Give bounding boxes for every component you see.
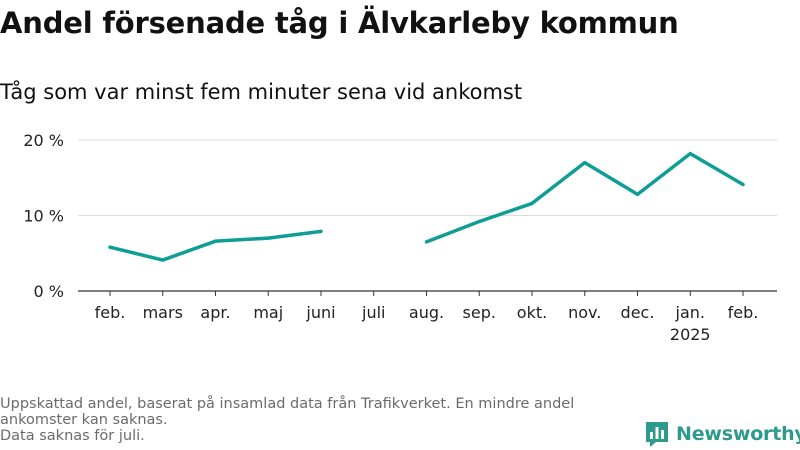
x-tick-label: mars bbox=[143, 303, 183, 322]
y-tick-label: 10 % bbox=[23, 207, 64, 226]
x-tick-label: feb. bbox=[95, 303, 126, 322]
brand-logo: Newsworthy bbox=[644, 420, 800, 448]
series-lines bbox=[108, 151, 745, 262]
data-point bbox=[477, 220, 481, 224]
data-point bbox=[741, 183, 745, 187]
chart-subtitle: Tåg som var minst fem minuter sena vid a… bbox=[0, 80, 523, 104]
data-point bbox=[319, 229, 323, 233]
x-tick-label: maj bbox=[253, 303, 283, 322]
x-tick-label: sep. bbox=[463, 303, 496, 322]
brand-name: Newsworthy bbox=[676, 423, 800, 445]
footnote: Uppskattad andel, baserat på insamlad da… bbox=[0, 396, 640, 444]
data-point bbox=[688, 152, 692, 156]
data-point bbox=[425, 240, 428, 244]
x-tick-year-label: 2025 bbox=[670, 325, 711, 344]
grid-lines bbox=[78, 139, 777, 292]
chart-title: Andel försenade tåg i Älvkarleby kommun bbox=[0, 6, 679, 40]
data-point bbox=[583, 161, 587, 165]
data-point bbox=[161, 258, 165, 262]
y-axis-ticks: 0 % 10 % 20 % bbox=[23, 131, 64, 301]
x-tick-label: aug. bbox=[409, 303, 444, 322]
x-tick-label: juni bbox=[305, 303, 335, 322]
x-tick-label: feb. bbox=[728, 303, 759, 322]
x-tick-label: nov. bbox=[568, 303, 601, 322]
x-tick-label: apr. bbox=[200, 303, 230, 322]
y-tick-label: 0 % bbox=[34, 282, 64, 301]
footnote-source: Uppskattad andel, baserat på insamlad da… bbox=[0, 396, 575, 428]
footnote-missing-data: Data saknas för juli. bbox=[0, 428, 145, 444]
y-tick-label: 20 % bbox=[23, 131, 64, 150]
x-tick-label: jan. bbox=[675, 303, 705, 322]
x-tick-label: okt. bbox=[517, 303, 547, 322]
newsworthy-logo-icon bbox=[646, 422, 668, 447]
series-line-segment-1 bbox=[108, 229, 323, 262]
series-line-segment-2 bbox=[424, 151, 745, 244]
data-point bbox=[214, 239, 217, 243]
data-point bbox=[636, 192, 639, 196]
x-tick-label: dec. bbox=[621, 303, 655, 322]
data-point bbox=[266, 236, 270, 240]
x-tick-label: juli bbox=[361, 303, 385, 322]
x-axis-ticks: feb. mars apr. maj juni juli aug. sep. okt. nov. d… bbox=[95, 291, 759, 344]
data-point bbox=[530, 201, 534, 205]
data-point bbox=[108, 245, 112, 249]
